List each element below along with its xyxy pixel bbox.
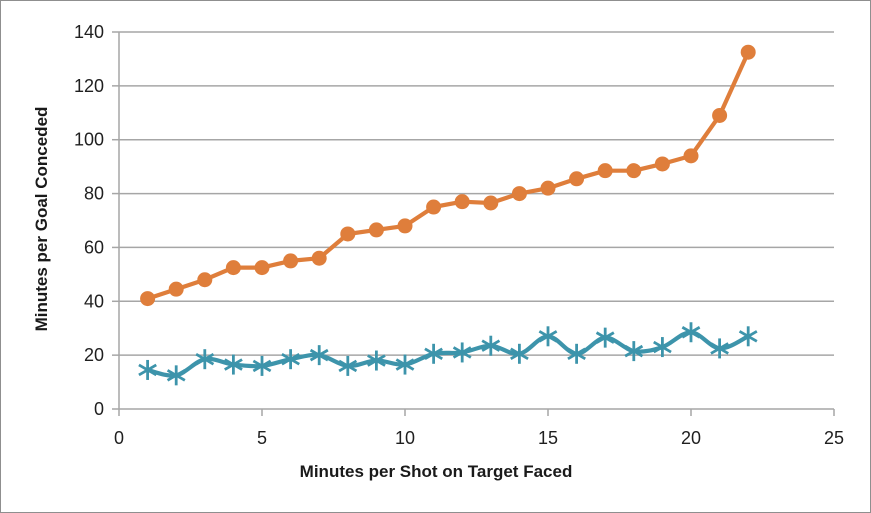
axes <box>112 31 835 416</box>
data-point-marker <box>168 281 184 297</box>
asterisk-spoke <box>367 354 386 367</box>
asterisk-spoke <box>653 340 672 354</box>
asterisk-spoke <box>395 358 415 371</box>
asterisk-spoke <box>481 339 501 352</box>
asterisk-spoke <box>452 346 472 359</box>
x-tick-label-25: 25 <box>824 428 844 448</box>
data-point-marker <box>426 199 442 215</box>
data-point-marker <box>283 253 299 269</box>
data-point-marker <box>712 107 728 123</box>
data-point-marker <box>510 343 529 364</box>
data-point-marker <box>569 171 585 187</box>
y-tick-label-100: 100 <box>74 130 104 150</box>
y-tick-label-40: 40 <box>84 291 104 311</box>
tick-labels: 0 20 40 60 80 100 120 140 0 5 10 15 20 25 <box>74 22 844 448</box>
y-tick-label-120: 120 <box>74 76 104 96</box>
data-point-marker <box>626 163 642 179</box>
data-point-marker <box>368 222 384 238</box>
data-point-marker <box>653 337 672 358</box>
asterisk-spoke <box>710 342 729 355</box>
asterisk-spoke <box>424 347 443 361</box>
data-point-marker <box>225 260 241 276</box>
asterisk-spoke <box>510 347 529 361</box>
teal-asterisk-series-line <box>145 330 751 378</box>
data-point-marker <box>624 341 644 362</box>
y-tick-label-60: 60 <box>84 237 104 257</box>
data-point-marker <box>540 180 556 196</box>
data-point-marker <box>595 327 615 348</box>
asterisk-spoke <box>624 344 644 358</box>
asterisk-spoke <box>567 347 586 361</box>
asterisk-spoke <box>595 331 615 344</box>
data-point-marker <box>738 326 758 347</box>
x-tick-label-10: 10 <box>395 428 415 448</box>
data-point-marker <box>197 272 213 288</box>
data-point-marker <box>367 350 386 371</box>
data-point-marker <box>481 335 501 356</box>
asterisk-spoke <box>309 348 329 362</box>
x-tick-label-5: 5 <box>257 428 267 448</box>
data-point-marker <box>454 194 470 210</box>
data-point-marker <box>538 326 558 347</box>
data-point-marker <box>511 186 527 202</box>
data-point-marker <box>397 218 413 234</box>
x-tick-label-0: 0 <box>114 428 124 448</box>
data-point-marker <box>395 354 415 375</box>
data-point-marker <box>338 355 358 376</box>
series-teal-asterisk-series <box>138 322 758 386</box>
data-point-marker <box>138 359 157 380</box>
series-orange-circle-series <box>140 44 756 307</box>
asterisk-spoke <box>338 359 358 373</box>
data-point-marker <box>140 291 156 307</box>
data-point-marker <box>224 354 243 375</box>
data-point-marker <box>710 338 729 359</box>
data-point-marker <box>683 148 699 164</box>
data-point-marker <box>452 342 472 363</box>
asterisk-spoke <box>281 352 300 366</box>
asterisk-spoke <box>166 369 186 382</box>
data-point-marker <box>681 322 701 343</box>
y-tick-label-140: 140 <box>74 22 104 42</box>
x-tick-label-15: 15 <box>538 428 558 448</box>
asterisk-spoke <box>538 330 558 343</box>
orange-circle-series-line <box>145 50 751 301</box>
data-point-marker <box>567 343 586 364</box>
asterisk-spoke <box>195 352 215 366</box>
data-point-marker <box>483 195 499 211</box>
x-tick-label-20: 20 <box>681 428 701 448</box>
data-point-marker <box>254 260 270 276</box>
gridlines <box>119 31 834 410</box>
data-point-marker <box>195 349 215 370</box>
asterisk-spoke <box>681 326 701 339</box>
data-point-marker <box>424 343 443 364</box>
data-point-marker <box>740 44 756 60</box>
data-point-marker <box>311 250 327 266</box>
data-point-marker <box>309 345 329 366</box>
data-point-marker <box>597 163 613 179</box>
data-point-marker <box>166 365 186 386</box>
y-axis-title: Minutes per Goal Conceded <box>32 107 51 332</box>
asterisk-spoke <box>738 330 758 343</box>
series-group <box>138 44 758 386</box>
data-point-marker <box>252 355 272 376</box>
asterisk-spoke <box>252 359 272 373</box>
asterisk-spoke <box>224 358 243 371</box>
y-tick-label-20: 20 <box>84 345 104 365</box>
x-axis-title: Minutes per Shot on Target Faced <box>300 462 573 481</box>
data-point-marker <box>281 349 300 370</box>
data-point-marker <box>340 226 356 242</box>
y-tick-label-0: 0 <box>94 399 104 419</box>
y-tick-label-80: 80 <box>84 184 104 204</box>
data-point-marker <box>654 156 670 172</box>
asterisk-spoke <box>138 363 157 377</box>
